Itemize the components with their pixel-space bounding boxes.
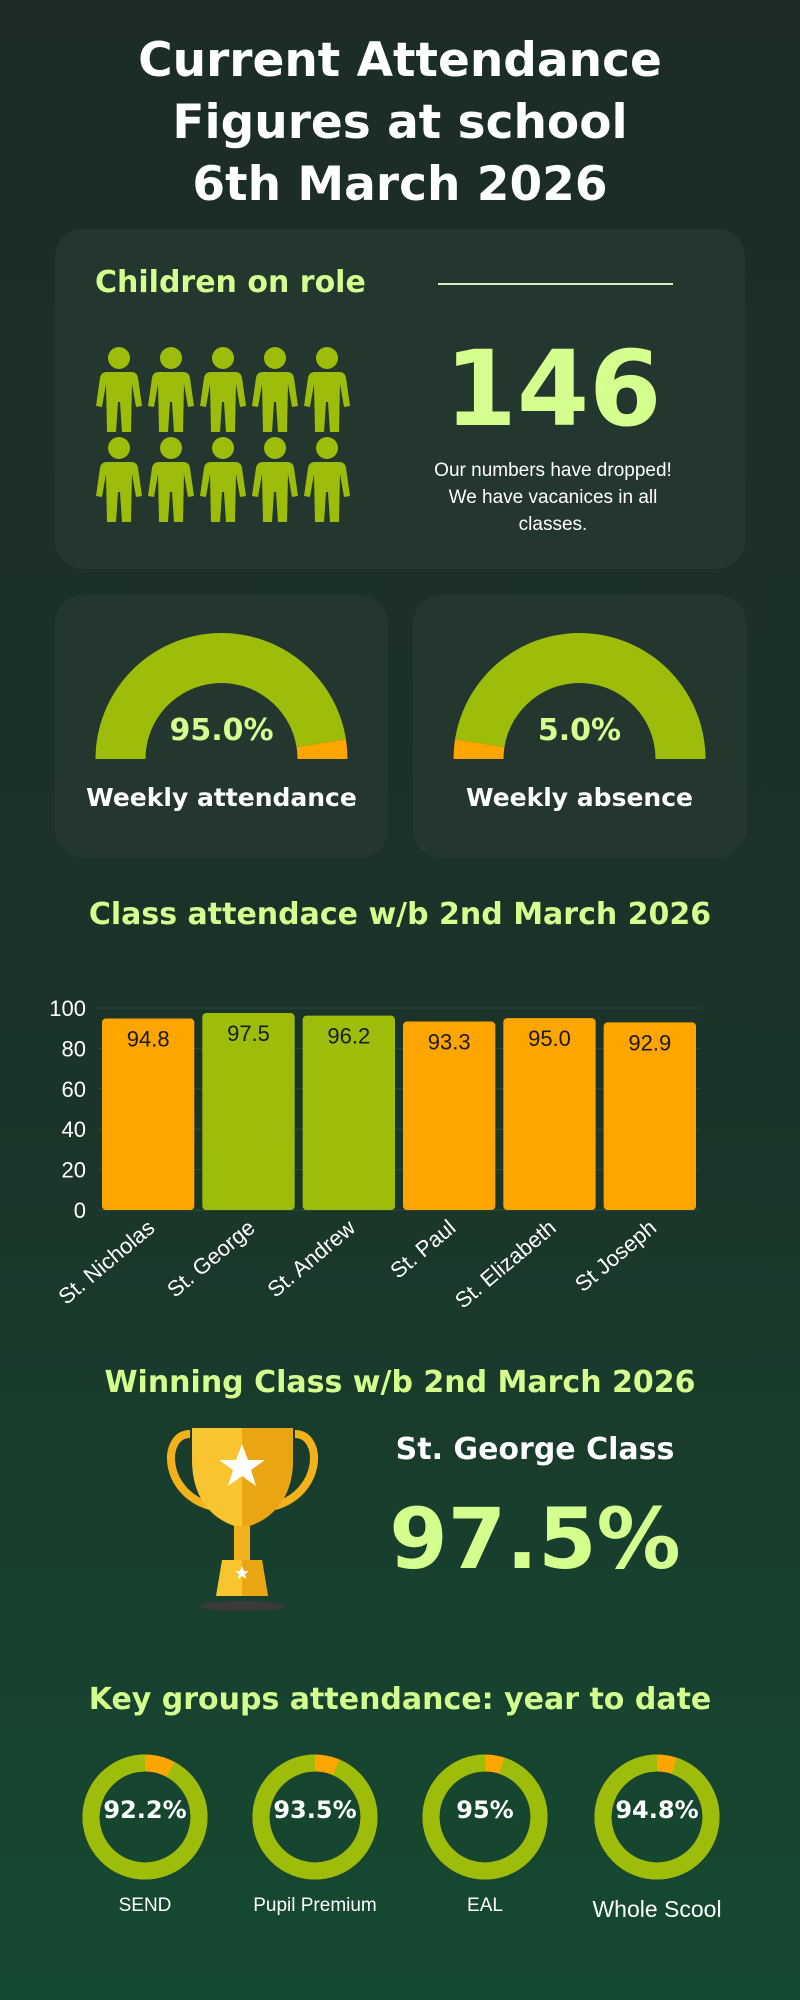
children-count: 146: [444, 328, 662, 450]
y-tick-label: 20: [62, 1158, 86, 1183]
person-icon: [200, 437, 246, 522]
person-icon: [96, 347, 142, 432]
donut-label-pupil-premium: Pupil Premium: [253, 1895, 377, 1916]
donut-value-ring: [594, 1754, 720, 1880]
donut-chart-eal: [422, 1754, 548, 1880]
title-line-1: Current Attendance: [138, 33, 662, 88]
gauge-attendance-remainder-arc: [296, 739, 348, 759]
donut-chart-send: [82, 1754, 208, 1880]
winning-class-heading: Winning Class w/b 2nd March 2026: [104, 1365, 696, 1400]
person-icon: [304, 437, 350, 522]
y-tick-label: 60: [62, 1077, 86, 1102]
trophy-icon: [167, 1428, 318, 1611]
donut-value-send: 92.2%: [103, 1796, 187, 1824]
bar: [603, 1022, 696, 1210]
bar-value-label: 94.8: [127, 1027, 170, 1052]
winning-class-percent: 97.5%: [389, 1490, 681, 1588]
class-attendance-heading: Class attendace w/b 2nd March 2026: [88, 897, 712, 932]
absence-gauge: [453, 632, 706, 759]
bar-value-label: 92.9: [628, 1030, 671, 1055]
page-title: Current Attendance Figures at school 6th…: [0, 30, 800, 216]
donut-value-ring: [252, 1754, 378, 1880]
donut-value-whole-school: 94.8%: [615, 1796, 699, 1824]
y-tick-label: 100: [49, 996, 86, 1021]
donut-value-pupil-premium: 93.5%: [273, 1796, 357, 1824]
attendance-gauge: [95, 632, 348, 759]
donut-label-eal: EAL: [467, 1895, 503, 1916]
people-icons: [96, 347, 350, 522]
role-note-line-2: We have vacanices in all: [448, 487, 658, 508]
children-on-role-card: Children on role 146 Our numbers have dr…: [55, 229, 745, 569]
x-tick-label: St. Andrew: [262, 1215, 360, 1303]
bar: [202, 1013, 295, 1210]
title-line-2: Figures at school: [172, 95, 628, 150]
bar: [302, 1015, 395, 1210]
key-groups-heading: Key groups attendance: year to date: [88, 1682, 712, 1717]
donut-chart-pupil-premium: [252, 1754, 378, 1880]
x-tick-label: St. George: [162, 1215, 260, 1303]
x-tick-label: St. Paul: [385, 1215, 460, 1284]
person-icon: [96, 437, 142, 522]
bar: [503, 1018, 596, 1210]
divider-line: [438, 283, 673, 285]
y-tick-label: 80: [62, 1036, 86, 1061]
person-icon: [200, 347, 246, 432]
children-on-role-heading: Children on role: [95, 265, 366, 300]
person-icon: [252, 347, 298, 432]
donut-chart-whole-school: [594, 1754, 720, 1880]
person-icon: [148, 437, 194, 522]
attendance-gauge-value: 95.0%: [169, 713, 274, 748]
role-note-line-1: Our numbers have dropped!: [434, 460, 672, 481]
donut-label-whole-school: Whole Scool: [592, 1896, 722, 1922]
donut-value-ring: [422, 1754, 548, 1880]
absence-gauge-value: 5.0%: [537, 713, 622, 748]
class-attendance-chart: 0 20 40 60 80 100 94.8 St. Nicholas 97.5 St. Geor…: [49, 996, 700, 1314]
role-note-line-3: classes.: [518, 514, 588, 535]
person-icon: [252, 437, 298, 522]
bar-value-label: 97.5: [227, 1021, 270, 1046]
gauge-absence-value-arc: [453, 739, 505, 759]
absence-gauge-label: Weekly absence: [466, 783, 693, 812]
y-tick-label: 40: [62, 1117, 86, 1142]
x-tick-label: St Joseph: [570, 1215, 661, 1297]
attendance-gauge-label: Weekly attendance: [86, 783, 357, 812]
bar-value-label: 95.0: [528, 1026, 571, 1051]
person-icon: [304, 347, 350, 432]
person-icon: [148, 347, 194, 432]
gauge-attendance-value-arc: [95, 632, 346, 759]
x-tick-label: St. Elizabeth: [450, 1215, 561, 1314]
title-line-3: 6th March 2026: [192, 157, 608, 212]
role-note: Our numbers have dropped! We have vacani…: [373, 457, 733, 538]
gauge-absence-remainder-arc: [455, 632, 706, 759]
bar-value-label: 93.3: [428, 1030, 471, 1055]
weekly-attendance-card: 95.0% Weekly attendance: [55, 595, 388, 858]
bar: [102, 1018, 195, 1210]
bar-value-label: 96.2: [327, 1024, 370, 1049]
y-tick-label: 0: [74, 1198, 86, 1223]
donut-label-send: SEND: [118, 1895, 172, 1916]
x-tick-label: St. Nicholas: [53, 1215, 159, 1310]
winning-class-name: St. George Class: [395, 1432, 675, 1467]
weekly-absence-card: 5.0% Weekly absence: [413, 595, 746, 858]
donut-value-eal: 95%: [456, 1796, 514, 1824]
donut-value-ring: [82, 1754, 208, 1880]
bar: [403, 1021, 496, 1210]
